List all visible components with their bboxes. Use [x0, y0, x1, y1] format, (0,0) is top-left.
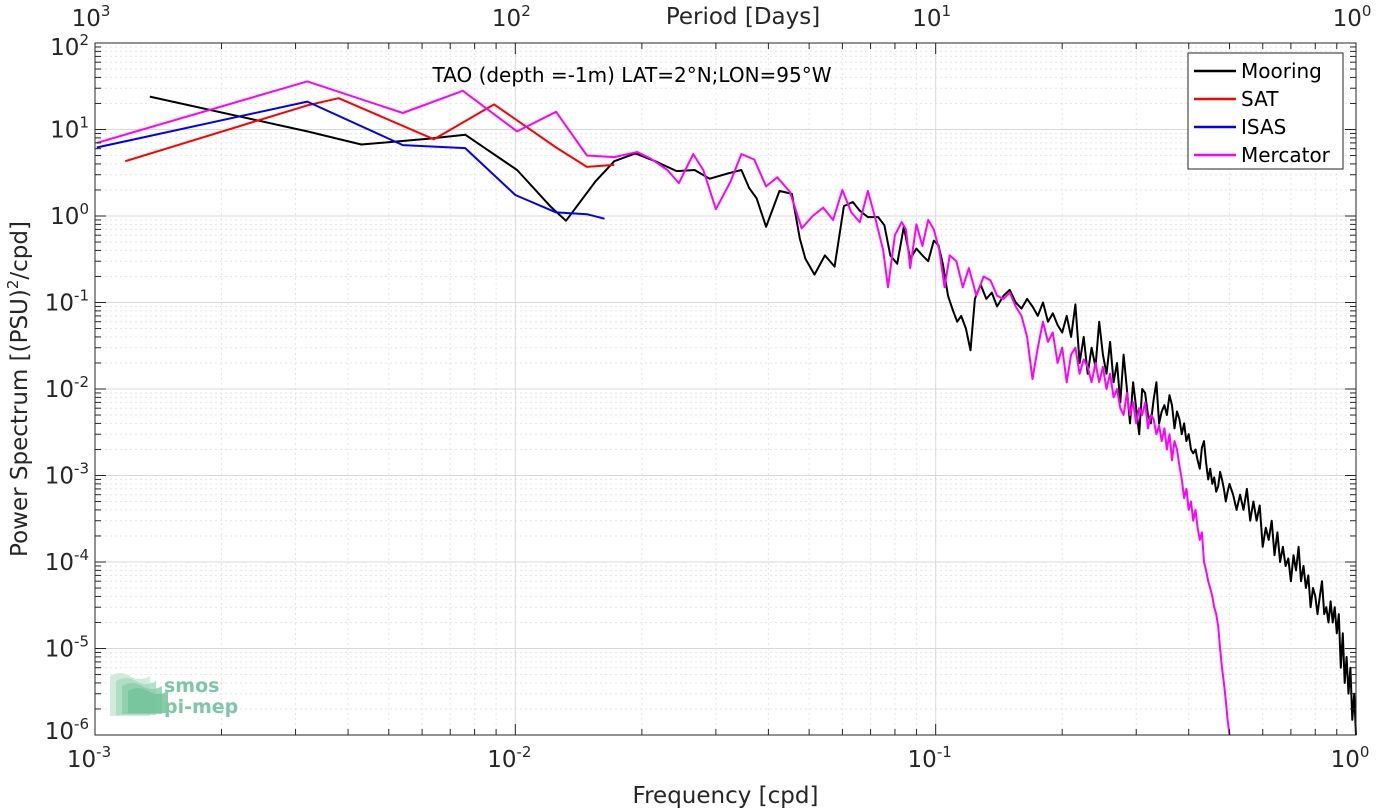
- top-tick-label: 100: [1333, 2, 1372, 32]
- logo-wave: [128, 688, 168, 713]
- x-tick-label: 10-1: [908, 743, 952, 773]
- legend-box: [1187, 52, 1344, 170]
- chart-title: TAO (depth =-1m) LAT=2°N;LON=95°W: [431, 63, 831, 87]
- y-tick-label: 10-5: [45, 633, 89, 663]
- y-axis-label-superscript: 2: [4, 280, 22, 290]
- minor-ticks: [94, 42, 1357, 736]
- y-axis-label-main: Power Spectrum [(PSU): [7, 289, 33, 557]
- logo-text-smos: smos: [164, 675, 219, 697]
- legend-label-mooring: Mooring: [1241, 59, 1322, 83]
- legend-label-sat: SAT: [1241, 87, 1279, 111]
- y-tick-label: 10-2: [45, 373, 89, 403]
- y-tick-label: 10-1: [45, 287, 89, 317]
- major-grid: [94, 42, 1357, 736]
- y-axis-label-tail: /cpd]: [7, 221, 33, 280]
- series-line-mooring: [149, 95, 1357, 736]
- series-line-isas: [96, 100, 605, 220]
- top-tick-label: 102: [492, 2, 531, 32]
- top-tick-label: 101: [912, 2, 951, 32]
- logo-text-pimep: pi-mep: [164, 696, 238, 718]
- x-tick-label: 10-3: [67, 743, 111, 773]
- series-line-sat: [124, 97, 615, 168]
- series-lines: [96, 80, 1357, 736]
- y-tick-label: 100: [50, 200, 89, 230]
- x-tick-label: 100: [1331, 743, 1370, 773]
- y-tick-label: 10-3: [45, 460, 89, 490]
- top-axis-label: Period [Days]: [666, 4, 820, 30]
- series-line-mercator: [96, 80, 1231, 736]
- legend-label-mercator: Mercator: [1241, 143, 1331, 167]
- y-axis-label: Power Spectrum [(PSU)2/cpd]: [4, 221, 33, 557]
- x-axis-label: Frequency [cpd]: [633, 783, 819, 809]
- logo-wave-icon: [110, 673, 168, 716]
- y-tick-label: 102: [50, 31, 89, 61]
- legend: Mooring SAT ISAS Mercator: [1187, 52, 1344, 170]
- y-tick-label: 10-6: [45, 715, 89, 745]
- x-tick-label: 10-2: [487, 743, 531, 773]
- y-tick-label: 101: [50, 114, 89, 144]
- legend-label-isas: ISAS: [1241, 115, 1286, 139]
- smos-pimep-logo: smos pi-mep: [110, 673, 238, 718]
- y-tick-label: 10-4: [45, 546, 89, 576]
- top-tick-label: 103: [72, 2, 111, 32]
